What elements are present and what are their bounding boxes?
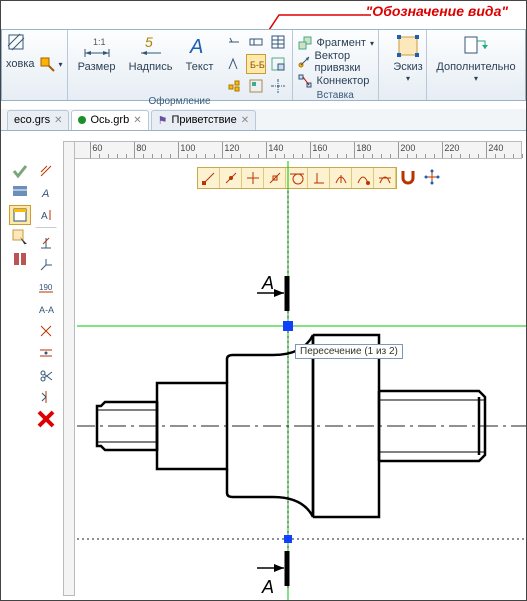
svg-text:А: А bbox=[261, 577, 274, 597]
snap-hdiv-icon[interactable] bbox=[35, 343, 57, 363]
cursor-icon[interactable] bbox=[9, 227, 31, 247]
flag-icon: ⚑ bbox=[158, 114, 168, 127]
group-icon[interactable] bbox=[246, 76, 266, 96]
svg-text:Б-Б: Б-Б bbox=[250, 60, 265, 70]
snap-aa-icon[interactable]: A-A bbox=[35, 299, 57, 319]
snap-toolbar: A А 190 A-A bbox=[35, 161, 59, 429]
hatch-label: ховка bbox=[6, 58, 35, 70]
svg-text:A: A bbox=[189, 36, 203, 58]
size-button[interactable]: 1:1 Размер bbox=[72, 32, 122, 73]
close-icon[interactable]: ✕ bbox=[133, 115, 141, 126]
connector-button[interactable]: Коннектор bbox=[297, 72, 374, 90]
size-icon: 1:1 bbox=[83, 32, 111, 60]
tab-welcome[interactable]: ⚑ Приветствие✕ bbox=[151, 110, 256, 130]
snap-sect-icon[interactable] bbox=[35, 387, 57, 407]
drawing-viewport[interactable]: А А bbox=[77, 161, 522, 596]
snap-para-icon[interactable] bbox=[35, 161, 57, 181]
chevron-down-icon[interactable]: ▾ bbox=[370, 39, 374, 48]
fragment-icon bbox=[297, 35, 313, 51]
hatch-icon[interactable] bbox=[6, 32, 26, 52]
snap-aletter-icon[interactable]: А bbox=[35, 205, 57, 225]
vector-button[interactable]: Вектор привязки bbox=[297, 53, 374, 71]
table-icon[interactable] bbox=[268, 32, 288, 52]
chevron-down-icon[interactable]: ▾ bbox=[59, 60, 63, 69]
multi-icon[interactable] bbox=[224, 76, 244, 96]
close-icon[interactable]: ✕ bbox=[54, 115, 62, 126]
tab-os[interactable]: Ось.grb✕ bbox=[71, 110, 148, 130]
svg-text:1:1: 1:1 bbox=[93, 37, 106, 47]
annotation-grid: Б-Б bbox=[224, 32, 288, 96]
section-letter: А bbox=[261, 273, 274, 293]
vector-icon bbox=[297, 54, 311, 70]
inscription-icon: 5 bbox=[137, 32, 165, 60]
svg-text:190: 190 bbox=[39, 283, 53, 292]
snap-divider bbox=[35, 227, 57, 231]
doc-arrow-icon bbox=[462, 32, 490, 60]
close-icon[interactable]: ✕ bbox=[241, 115, 249, 126]
frame-icon[interactable] bbox=[268, 54, 288, 74]
group-title bbox=[6, 98, 63, 100]
board-icon[interactable] bbox=[9, 183, 31, 203]
document-tabs: eco.grs✕ Ось.grb✕ ⚑ Приветствие✕ bbox=[1, 109, 526, 131]
group-title: Вставка bbox=[297, 90, 374, 103]
svg-text:5: 5 bbox=[145, 34, 153, 50]
status-toolbar bbox=[9, 161, 33, 269]
group-title: Оформление bbox=[72, 96, 288, 109]
dot-icon bbox=[78, 116, 86, 124]
page-icon[interactable] bbox=[9, 205, 31, 225]
ribbon: ховка ▾ 1:1 Размер 5 Надпись A Текст bbox=[1, 29, 526, 101]
paint-icon[interactable] bbox=[37, 54, 57, 74]
snap-cross-icon[interactable] bbox=[35, 321, 57, 341]
sketch-icon bbox=[394, 32, 422, 60]
roughness-icon[interactable] bbox=[224, 54, 244, 74]
sketch-button[interactable]: Эскиз▾ bbox=[383, 32, 433, 83]
cancel-icon[interactable] bbox=[35, 409, 57, 429]
horizontal-ruler: 6080100120140160180200220240260 bbox=[63, 141, 522, 159]
snap-cut-icon[interactable] bbox=[35, 365, 57, 385]
svg-text:А: А bbox=[41, 211, 48, 222]
text-icon: A bbox=[186, 32, 214, 60]
canvas-area: 6080100120140160180200220240260 A А 190 … bbox=[1, 131, 526, 600]
inscription-button[interactable]: 5 Надпись bbox=[126, 32, 176, 73]
svg-text:A: A bbox=[41, 188, 49, 200]
section-arrow-top: А bbox=[257, 273, 287, 311]
snap-center-icon[interactable]: A bbox=[35, 183, 57, 203]
snap-hint: Пересечение (1 из 2) bbox=[295, 344, 403, 359]
snap-dim-icon[interactable]: 190 bbox=[35, 277, 57, 297]
mode-icon[interactable] bbox=[9, 249, 31, 269]
text-button[interactable]: A Текст bbox=[180, 32, 220, 73]
weld-icon[interactable] bbox=[224, 32, 244, 52]
svg-text:A-A: A-A bbox=[39, 305, 54, 315]
section-arrow-bottom: А bbox=[257, 551, 287, 597]
ok-icon[interactable] bbox=[9, 161, 31, 181]
snap-perp-icon[interactable] bbox=[35, 233, 57, 253]
view-label-icon[interactable]: Б-Б bbox=[246, 54, 266, 74]
tab-eco[interactable]: eco.grs✕ bbox=[7, 110, 69, 130]
connector-icon bbox=[297, 73, 313, 89]
tolerance-icon[interactable] bbox=[246, 32, 266, 52]
snap-angle-icon[interactable] bbox=[35, 255, 57, 275]
axis-icon[interactable] bbox=[268, 76, 288, 96]
vertical-ruler bbox=[63, 141, 75, 596]
more-button[interactable]: Дополнительно▾ bbox=[431, 32, 521, 83]
